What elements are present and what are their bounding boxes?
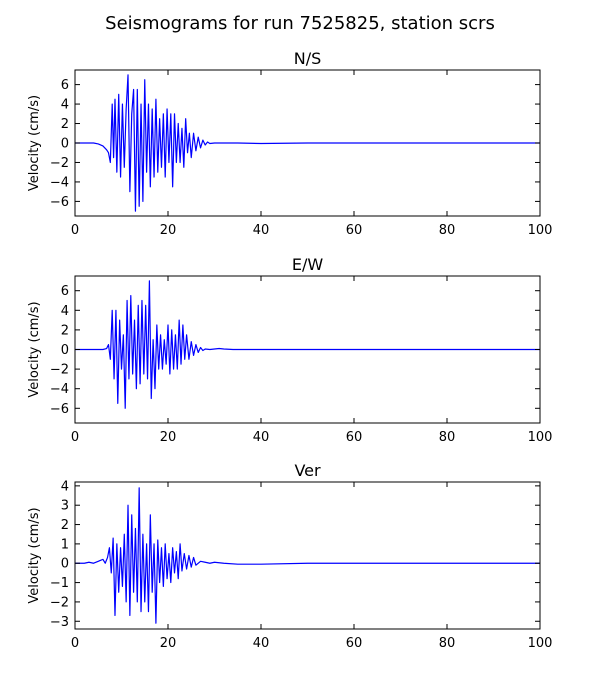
plot-frame bbox=[74, 69, 541, 217]
panel-title: E/W bbox=[292, 255, 324, 274]
y-tick-label: 0 bbox=[61, 137, 69, 152]
seismogram-trace bbox=[75, 280, 540, 409]
seismogram-trace bbox=[75, 74, 540, 212]
x-tick-label: 100 bbox=[528, 636, 553, 651]
x-tick-label: 40 bbox=[253, 636, 270, 651]
y-tick-label: −1 bbox=[50, 576, 69, 591]
y-tick-label: −6 bbox=[50, 195, 69, 210]
seismogram-panel: N/S Velocity (cm/s) 0 20 40 60 80 100 −6 −4 −2 0 2 4 6 bbox=[27, 49, 552, 238]
y-tick-label: 0 bbox=[61, 343, 69, 358]
x-tick-label: 60 bbox=[346, 636, 363, 651]
y-axis-label: Velocity (cm/s) bbox=[27, 507, 42, 603]
x-tick-label: 100 bbox=[528, 430, 553, 445]
plot-frame bbox=[74, 481, 541, 630]
x-tick-label: 100 bbox=[528, 223, 553, 238]
seismogram-panel: E/W Velocity (cm/s) 0 20 40 60 80 100 −6 −4 −2 0 2 4 6 bbox=[27, 255, 552, 445]
x-tick-label: 20 bbox=[160, 223, 177, 238]
y-tick-label: 2 bbox=[61, 518, 69, 533]
panel-title: Ver bbox=[294, 461, 321, 480]
y-tick-label: −2 bbox=[50, 595, 69, 610]
y-tick-label: −2 bbox=[50, 363, 69, 378]
x-tick-label: 80 bbox=[439, 430, 456, 445]
y-axis-label: Velocity (cm/s) bbox=[27, 95, 42, 191]
y-axis-label: Velocity (cm/s) bbox=[27, 301, 42, 397]
y-tick-label: −3 bbox=[50, 615, 69, 630]
y-tick-label: −4 bbox=[50, 175, 69, 190]
x-tick-label: 80 bbox=[439, 223, 456, 238]
y-tick-label: −6 bbox=[50, 402, 69, 417]
y-tick-label: 2 bbox=[61, 323, 69, 338]
plot-frame bbox=[74, 275, 541, 424]
y-tick-label: 3 bbox=[61, 499, 69, 514]
y-tick-label: −4 bbox=[50, 382, 69, 397]
x-tick-label: 20 bbox=[160, 430, 177, 445]
y-tick-label: 6 bbox=[61, 78, 69, 93]
x-tick-label: 60 bbox=[346, 223, 363, 238]
y-tick-label: 1 bbox=[61, 537, 69, 552]
x-tick-label: 60 bbox=[346, 430, 363, 445]
seismogram-panel: Ver Velocity (cm/s) 0 20 40 60 80 100 −3 −2 −1 0 1 2 3… bbox=[27, 461, 552, 651]
y-tick-label: 2 bbox=[61, 117, 69, 132]
x-tick-label: 0 bbox=[71, 430, 79, 445]
y-tick-label: 6 bbox=[61, 284, 69, 299]
y-tick-label: 4 bbox=[61, 479, 69, 494]
y-tick-label: 0 bbox=[61, 557, 69, 572]
x-tick-label: 40 bbox=[253, 430, 270, 445]
x-tick-label: 0 bbox=[71, 636, 79, 651]
figure-title: Seismograms for run 7525825, station scr… bbox=[105, 13, 495, 34]
x-tick-label: 20 bbox=[160, 636, 177, 651]
x-tick-label: 80 bbox=[439, 636, 456, 651]
seismogram-trace bbox=[75, 487, 540, 624]
x-tick-label: 40 bbox=[253, 223, 270, 238]
panel-title: N/S bbox=[294, 49, 322, 68]
x-tick-label: 0 bbox=[71, 223, 79, 238]
y-tick-label: −2 bbox=[50, 156, 69, 171]
y-tick-label: 4 bbox=[61, 304, 69, 319]
y-tick-label: 4 bbox=[61, 98, 69, 113]
